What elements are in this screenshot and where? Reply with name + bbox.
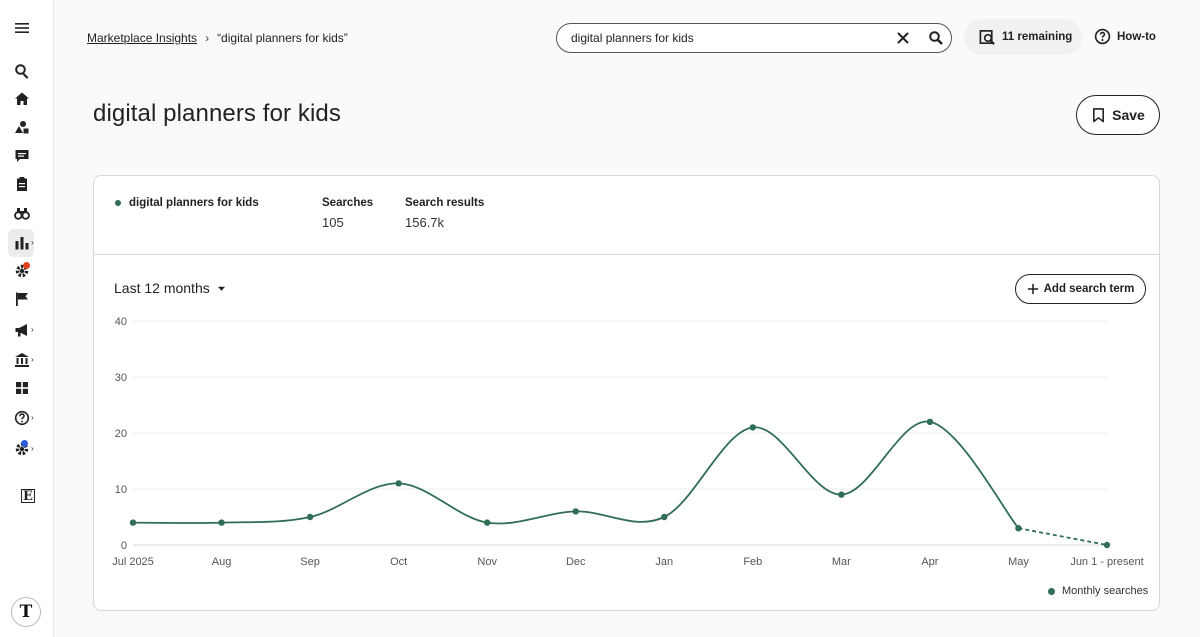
search-bar: [556, 23, 952, 53]
sidebar: › › › › › E T: [0, 0, 54, 637]
time-range-label: Last 12 months: [114, 280, 210, 296]
breadcrumb-current: “digital planners for kids”: [217, 31, 348, 45]
save-button[interactable]: Save: [1076, 95, 1160, 135]
save-label: Save: [1112, 107, 1145, 123]
notification-dot: [21, 440, 28, 447]
help-icon[interactable]: [12, 408, 32, 428]
chevron-right-icon: ›: [31, 238, 34, 247]
breadcrumb-link-root[interactable]: Marketplace Insights: [87, 31, 198, 45]
searches-label: Searches: [322, 197, 374, 209]
howto-button[interactable]: How-to: [1094, 28, 1156, 45]
searches-value: 105: [322, 215, 344, 230]
bank-icon[interactable]: [12, 350, 32, 370]
grid-icon[interactable]: [12, 378, 32, 398]
help-icon: [1094, 28, 1111, 45]
caret-down-icon: [217, 286, 225, 291]
home-icon[interactable]: [12, 89, 32, 109]
breadcrumb: Marketplace Insights › “digital planners…: [87, 31, 348, 45]
plus-icon: [1027, 283, 1038, 295]
shapes-icon[interactable]: [12, 117, 32, 137]
searches-stat: Searches 105: [322, 197, 373, 230]
bar-chart-icon[interactable]: [12, 233, 32, 253]
legend-dot: [1048, 587, 1055, 595]
howto-label: How-to: [1117, 30, 1156, 43]
insights-card: digital planners for kids Searches 105 S…: [93, 175, 1160, 611]
series-color-dot: [115, 200, 121, 206]
search-results-stat: Search results 156.7k: [405, 197, 484, 230]
etsy-e-icon[interactable]: E: [21, 489, 35, 504]
flag-icon[interactable]: [12, 289, 32, 309]
add-search-term-button[interactable]: Add search term: [1015, 274, 1146, 304]
menu-icon[interactable]: [12, 18, 32, 38]
time-range-dropdown[interactable]: Last 12 months: [114, 280, 226, 296]
megaphone-icon[interactable]: [12, 320, 32, 340]
search-quota-icon: [979, 29, 995, 45]
legend-label: Monthly searches: [1062, 585, 1149, 597]
avatar[interactable]: T: [11, 597, 41, 627]
breadcrumb-separator: ›: [205, 31, 210, 45]
card-divider: [94, 254, 1159, 255]
chat-icon[interactable]: [12, 146, 32, 166]
search-icon[interactable]: [928, 30, 944, 46]
search-term-label: digital planners for kids: [129, 197, 259, 209]
remaining-searches-button[interactable]: 11 remaining: [964, 19, 1082, 55]
search-input[interactable]: [571, 29, 891, 47]
gear-icon[interactable]: [12, 261, 32, 281]
close-icon[interactable]: [895, 30, 911, 46]
notification-dot: [23, 262, 30, 269]
chevron-right-icon: ›: [31, 355, 34, 364]
search-term-legend: digital planners for kids: [115, 197, 259, 209]
add-search-term-label: Add search term: [1043, 283, 1135, 295]
bookmark-icon: [1093, 108, 1105, 123]
search-icon[interactable]: [12, 61, 32, 81]
chevron-right-icon: ›: [31, 413, 34, 422]
binoculars-icon[interactable]: [12, 203, 32, 223]
search-results-label: Search results: [405, 197, 485, 209]
chevron-right-icon: ›: [31, 325, 34, 334]
chevron-right-icon: ›: [31, 444, 34, 453]
clipboard-icon[interactable]: [12, 174, 32, 194]
search-results-value: 156.7k: [405, 215, 445, 230]
chart-legend: Monthly searches: [1048, 585, 1148, 597]
remaining-label: 11 remaining: [1002, 31, 1073, 43]
page-title: digital planners for kids: [93, 100, 341, 127]
